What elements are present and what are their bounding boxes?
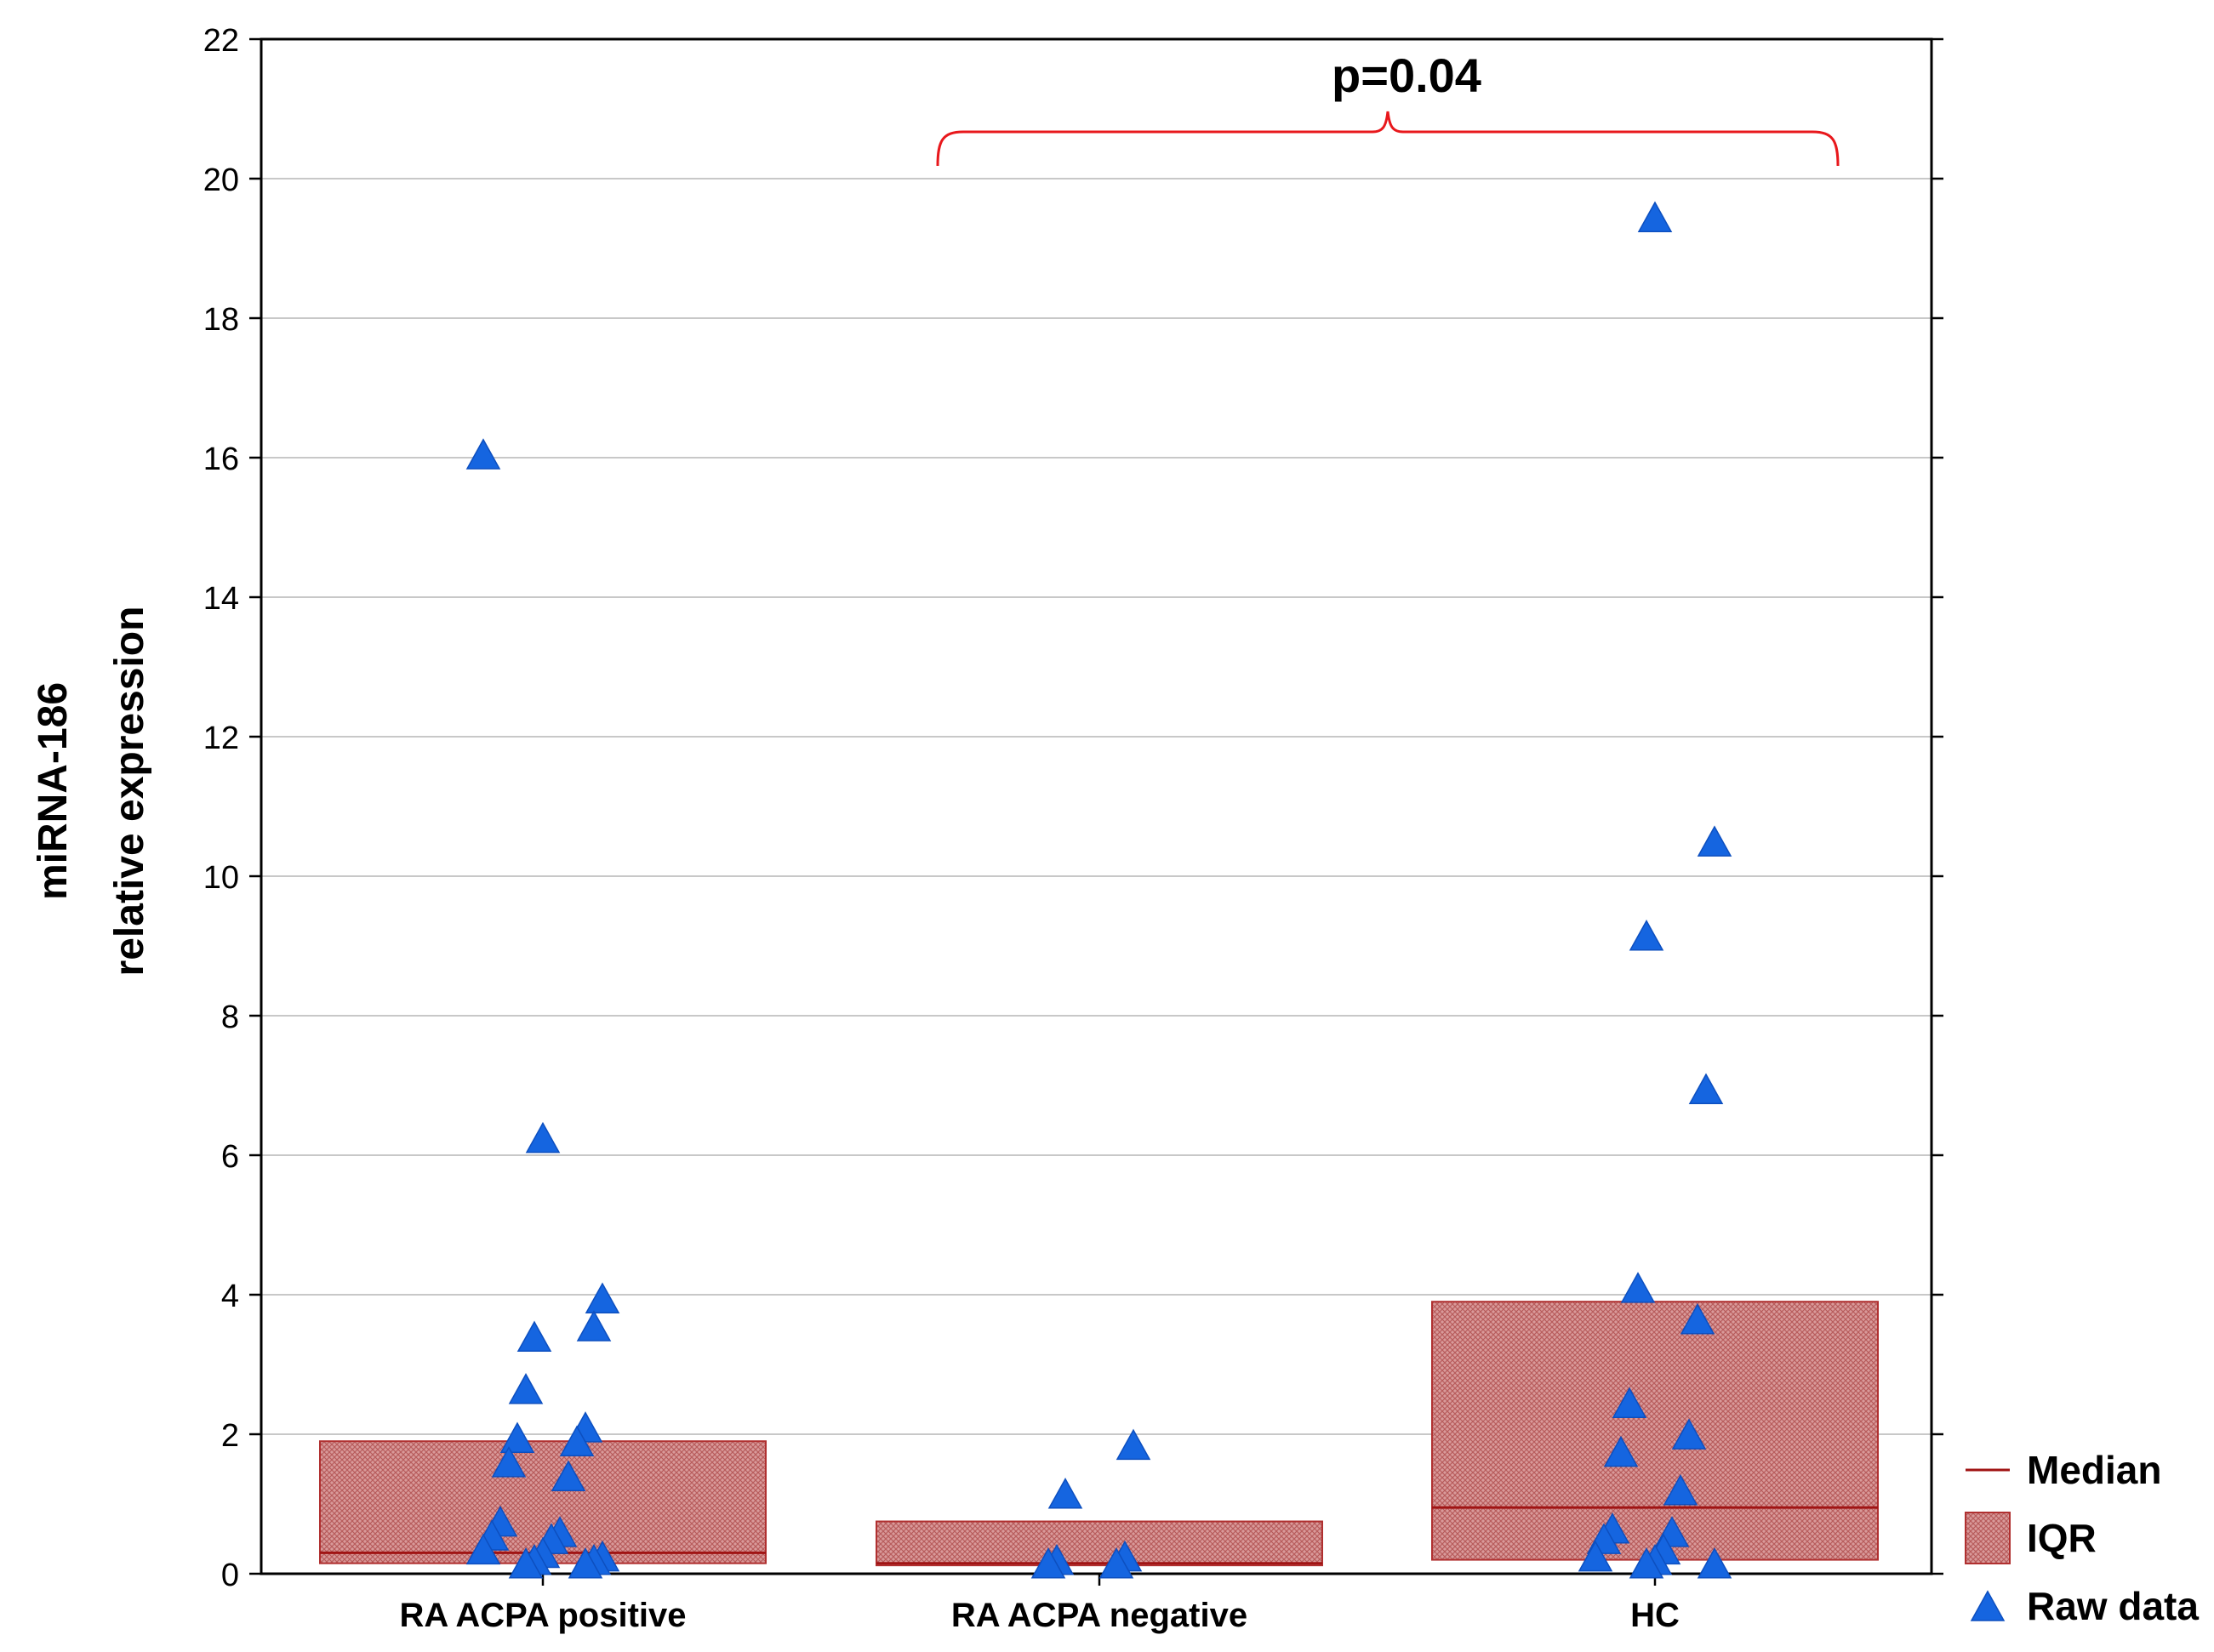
- raw-data-point: [585, 1282, 620, 1313]
- raw-data-point: [1116, 1428, 1151, 1461]
- raw-data-point: [1629, 1547, 1664, 1579]
- y-tick-label-6: 6: [221, 1139, 239, 1175]
- x-tick-label: RA ACPA positive: [399, 1597, 686, 1634]
- raw-data-point: [1620, 1272, 1656, 1303]
- y-tick-label-22: 22: [203, 23, 239, 59]
- y-tick-label-0: 0: [221, 1558, 239, 1593]
- grid-lines: [261, 38, 1932, 1435]
- raw-data-point: [1680, 1303, 1715, 1335]
- raw-data-point: [465, 438, 501, 470]
- raw-data-point: [1030, 1547, 1066, 1579]
- raw-data-point: [568, 1547, 603, 1579]
- raw-data-point: [516, 1320, 552, 1353]
- x-tick-label: HC: [1630, 1597, 1680, 1634]
- axes: 0 2 4 6 8 10 12 14 16 18 20 22 RA ACPA positive RA AC…: [203, 23, 1943, 1634]
- y-tick-label-20: 20: [203, 162, 239, 198]
- raw-data-point: [499, 1421, 535, 1453]
- raw-data-point: [1629, 920, 1664, 951]
- raw-data-point: [465, 1533, 501, 1565]
- raw-data-point: [1688, 1073, 1724, 1104]
- axis-labels: miRNA-186 relative expression: [31, 607, 152, 977]
- significance-brace: [936, 111, 1840, 167]
- x-tick-label: RA ACPA negative: [951, 1597, 1247, 1634]
- raw-data-point: [1697, 1547, 1732, 1579]
- plot-frame: [260, 37, 1933, 1575]
- raw-data-point: [559, 1425, 595, 1457]
- p-value-label: p=0.04: [1332, 48, 1481, 102]
- raw-data-point: [1578, 1540, 1613, 1572]
- legend-triangle-icon: [1970, 1590, 2006, 1621]
- y-tick-label-10: 10: [203, 860, 239, 896]
- raw-data-point: [491, 1446, 527, 1478]
- raw-data-point: [1671, 1418, 1707, 1450]
- raw-data-point: [1697, 825, 1732, 857]
- y-axis-label-line-1: miRNA-186: [31, 682, 76, 900]
- raw-data-point: [1637, 201, 1673, 232]
- legend-label: IQR: [2027, 1516, 2097, 1560]
- raw-data-point: [525, 1121, 561, 1154]
- raw-data-point: [1663, 1473, 1698, 1506]
- raw-data-points: [465, 201, 1732, 1579]
- y-tick-label-12: 12: [203, 721, 239, 756]
- raw-data-point: [551, 1460, 586, 1492]
- raw-data-point: [1047, 1478, 1083, 1509]
- raw-data-point: [1098, 1547, 1134, 1579]
- iqr-box: [1431, 1301, 1879, 1561]
- raw-data-point: [1612, 1387, 1647, 1418]
- raw-data-point: [508, 1547, 544, 1579]
- legend: Median IQR Raw data: [1965, 1448, 2199, 1628]
- legend-label: Median: [2027, 1448, 2161, 1492]
- y-axis-label-line-2: relative expression: [107, 607, 152, 977]
- legend-iqr-swatch: [1965, 1512, 2011, 1564]
- y-tick-label-14: 14: [203, 581, 239, 617]
- raw-data-point: [508, 1373, 544, 1404]
- raw-data-point: [1603, 1435, 1639, 1467]
- y-tick-label-18: 18: [203, 302, 239, 338]
- y-tick-label-2: 2: [221, 1418, 239, 1454]
- significance-annotation: p=0.04: [936, 48, 1840, 167]
- y-tick-label-4: 4: [221, 1279, 239, 1314]
- iqr-box: [876, 1520, 1323, 1567]
- y-tick-label-8: 8: [221, 1000, 239, 1035]
- legend-label: Raw data: [2027, 1584, 2199, 1628]
- raw-data-point: [576, 1310, 612, 1342]
- y-tick-label-16: 16: [203, 441, 239, 477]
